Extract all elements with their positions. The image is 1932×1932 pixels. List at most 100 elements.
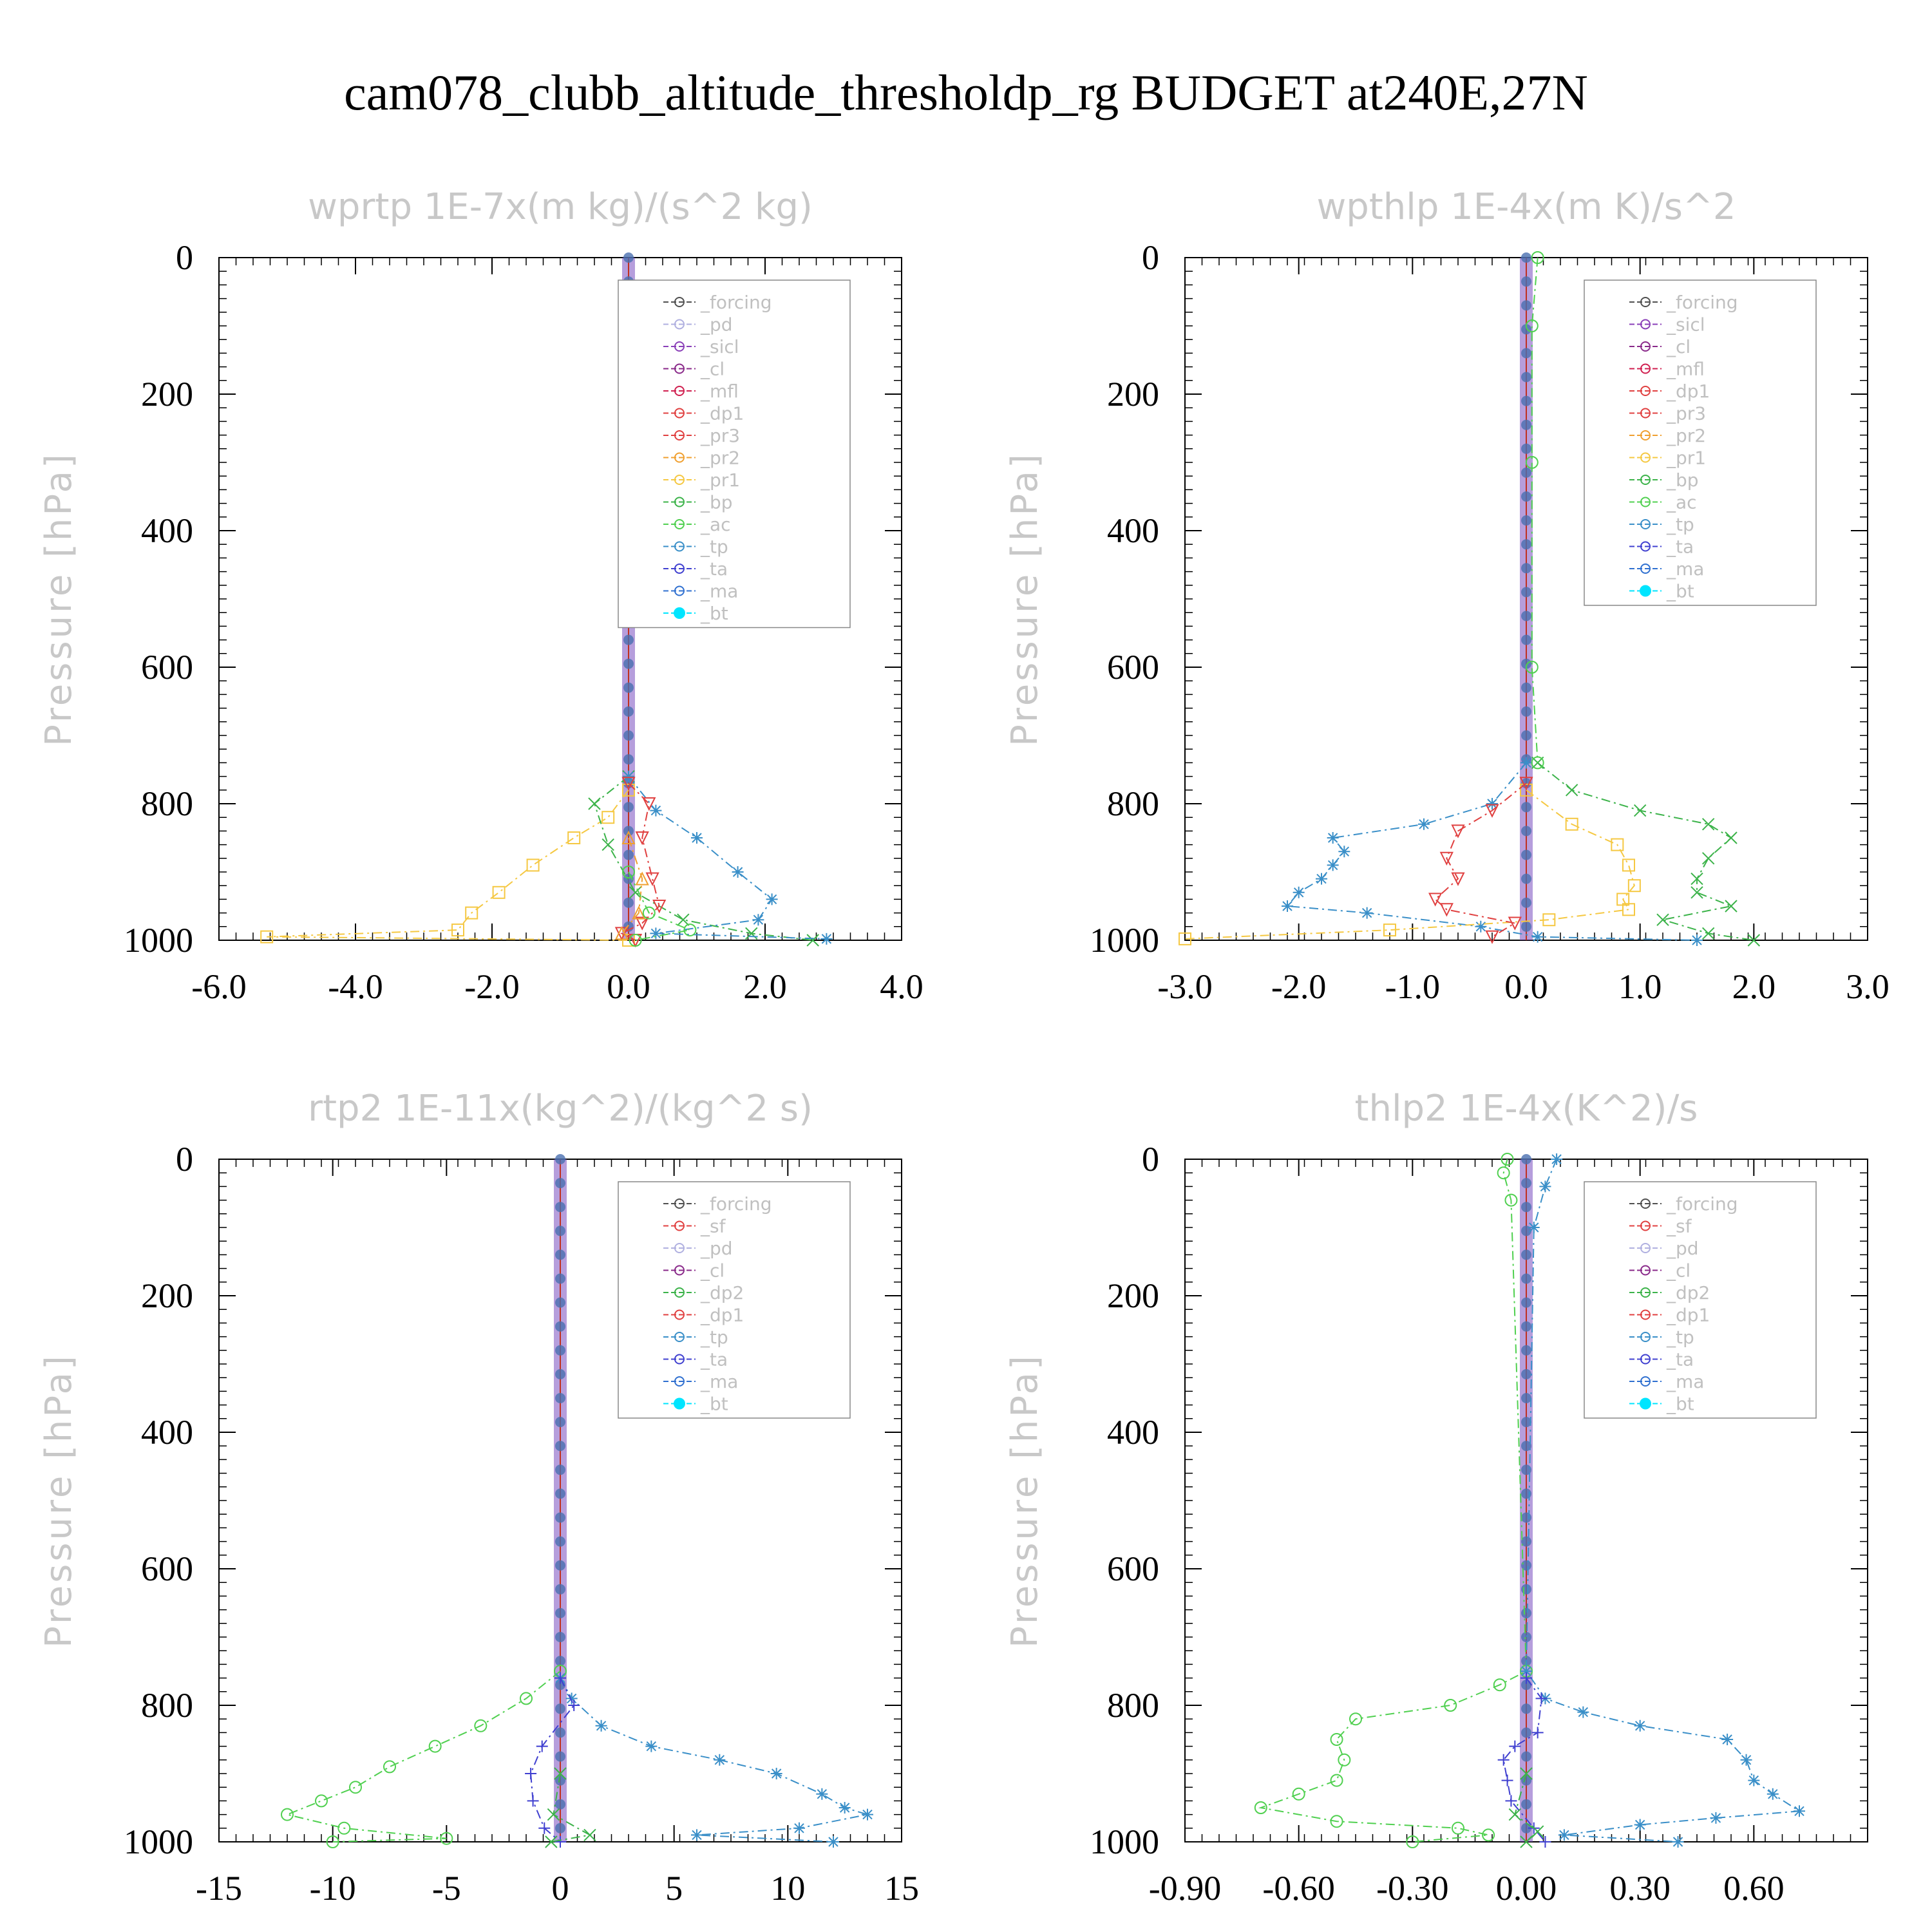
data-point [1565,817,1578,831]
legend-entry: _dp2 [700,1282,744,1303]
y-tick-label: 0 [1142,238,1159,277]
legend-marker [1640,319,1651,330]
x-tick-label: -0.30 [1376,1869,1448,1908]
x-tick-label: 0.0 [1504,967,1548,1006]
zero-band-marker [555,1488,565,1499]
zero-band-marker [1521,611,1531,621]
data-point [621,777,636,791]
data-point [595,1719,607,1732]
data-point [766,893,778,905]
legend-entry: _bt [700,603,728,624]
data-point [1330,1774,1343,1787]
y-tick-label: 600 [1107,1549,1159,1588]
legend-marker [1640,497,1651,507]
legend-entry: _ac [700,514,731,535]
y-tick-label: 800 [1107,784,1159,823]
zero-band-marker [1521,873,1531,884]
y-tick-label: 800 [141,784,193,823]
data-point [793,1822,805,1834]
data-point [1528,1222,1540,1233]
legend-marker [1640,475,1651,485]
legend-marker [674,1397,685,1410]
zero-band-marker [623,754,634,765]
data-point [1577,1706,1589,1718]
data-point [1451,824,1465,838]
data-point [1361,907,1373,919]
data-point [1539,1836,1551,1848]
legend-entry: _tp [1666,514,1694,535]
legend-marker [1640,1309,1651,1320]
x-tick-label: -6.0 [191,967,246,1006]
data-point [1520,757,1532,769]
legend-marker [674,519,685,529]
zero-band-marker [1521,1607,1531,1618]
data-point [1504,1193,1518,1207]
data-point [601,811,615,824]
zero-band-marker [1521,515,1531,526]
zero-band-marker [555,1202,565,1213]
zero-band-marker [623,682,634,693]
y-tick-label: 600 [141,648,193,687]
zero-band-marker [1521,1751,1531,1762]
legend-marker [674,1265,685,1276]
legend-entry: _mfl [700,381,739,402]
zero-band-marker [1521,300,1531,311]
legend-box [1584,279,1817,606]
zero-band-marker [1521,252,1531,263]
y-tick-label: 0 [176,1140,193,1179]
legend-entry: _ma [1666,558,1704,580]
zero-band-marker [555,1823,565,1833]
legend-marker [674,564,685,574]
data-point [1627,879,1641,893]
legend: _forcing_pd_sicl_cl_mfl_dp1_pr3_pr2_pr1_… [618,279,851,629]
data-point [732,866,744,878]
zero-band-marker [623,252,634,263]
legend-marker [1640,519,1651,529]
y-tick-label: 200 [141,375,193,413]
data-point [554,1836,566,1848]
zero-band-marker [623,658,634,669]
legend-entry: _pd [1666,1238,1699,1259]
data-point [677,913,690,926]
zero-band-marker [1521,634,1531,645]
zero-band-marker [1521,1727,1531,1738]
x-tick-label: 2.0 [1732,967,1776,1006]
zero-band-marker [623,897,634,908]
series-tp [554,1672,873,1848]
legend-entry: _pr2 [1666,425,1706,446]
x-tick-label: 0.30 [1609,1869,1671,1908]
panel-title: wprtp 1E-7x(m kg)/(s^2 kg) [308,186,813,228]
data-point [527,1795,539,1807]
legend-entry: _pd [700,314,733,336]
series-ta [525,1672,580,1848]
data-point [1316,873,1327,885]
data-point [1565,784,1578,797]
zero-band-marker [1521,1368,1531,1379]
data-point [1525,319,1539,332]
data-point [652,900,667,914]
zero-band-marker [555,1273,565,1284]
x-tick-label: -2.0 [464,967,519,1006]
data-point [428,1739,442,1753]
zero-band-marker [1521,1393,1531,1403]
series-pr3 [1428,777,1533,944]
zero-band-marker [1521,706,1531,717]
data-point [536,1740,548,1752]
data-point [1539,1180,1551,1193]
zero-band-marker [1521,587,1531,598]
zero-band-marker [1521,658,1531,669]
data-point [1501,1774,1513,1786]
legend-marker [1640,1354,1651,1365]
zero-band-marker [1521,921,1531,932]
data-point [1493,1678,1506,1692]
data-point [1531,1825,1544,1838]
legend-marker [1640,452,1651,463]
data-point [326,1835,339,1848]
y-tick-label: 400 [1107,511,1159,550]
legend-marker [674,1287,685,1298]
data-point [1439,851,1454,866]
legend-entry: _cl [1666,1260,1690,1282]
data-point [1520,1665,1532,1677]
legend-entry: _cl [700,1260,724,1282]
data-point [1691,934,1703,946]
